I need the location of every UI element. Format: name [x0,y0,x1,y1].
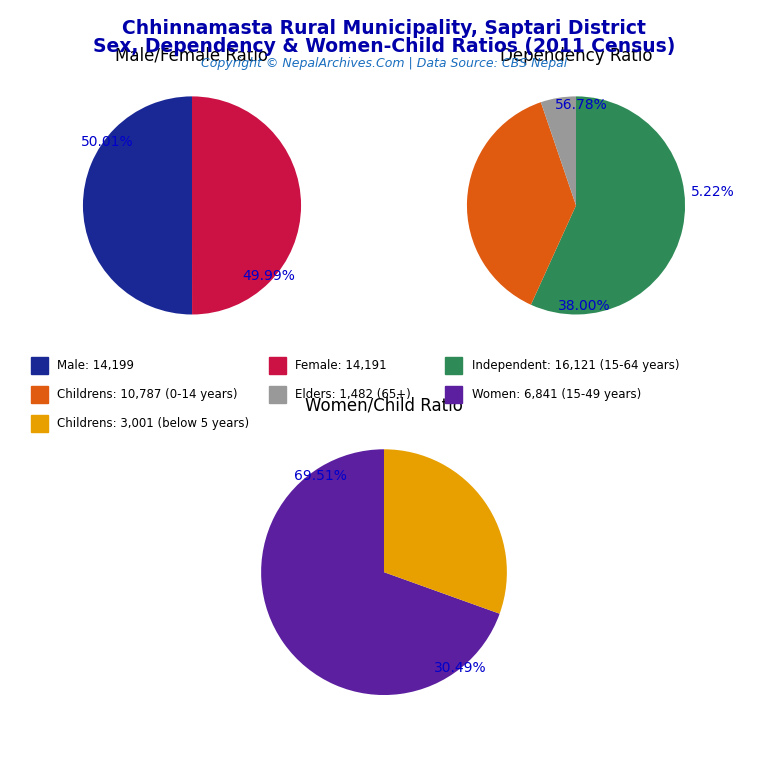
Text: Sex, Dependency & Women-Child Ratios (2011 Census): Sex, Dependency & Women-Child Ratios (20… [93,37,675,56]
Wedge shape [83,97,192,314]
Text: Childrens: 10,787 (0-14 years): Childrens: 10,787 (0-14 years) [57,389,237,401]
Text: Chhinnamasta Rural Municipality, Saptari District: Chhinnamasta Rural Municipality, Saptari… [122,19,646,38]
Text: Women: 6,841 (15-49 years): Women: 6,841 (15-49 years) [472,389,641,401]
Text: Male: 14,199: Male: 14,199 [57,359,134,372]
Text: Copyright © NepalArchives.Com | Data Source: CBS Nepal: Copyright © NepalArchives.Com | Data Sou… [201,57,567,70]
Text: 69.51%: 69.51% [293,469,346,483]
Title: Dependency Ratio: Dependency Ratio [500,47,652,65]
Text: 49.99%: 49.99% [242,270,295,283]
Text: 5.22%: 5.22% [690,185,734,200]
Text: 56.78%: 56.78% [555,98,607,112]
Wedge shape [467,102,576,305]
Text: 38.00%: 38.00% [558,299,611,313]
Text: Independent: 16,121 (15-64 years): Independent: 16,121 (15-64 years) [472,359,679,372]
Wedge shape [531,97,685,315]
Text: Childrens: 3,001 (below 5 years): Childrens: 3,001 (below 5 years) [57,418,249,430]
Title: Women/Child Ratio: Women/Child Ratio [305,396,463,414]
Text: 30.49%: 30.49% [434,661,486,675]
Wedge shape [384,449,507,614]
Text: Female: 14,191: Female: 14,191 [295,359,386,372]
Wedge shape [261,449,500,695]
Wedge shape [541,97,576,206]
Text: 50.01%: 50.01% [81,135,134,149]
Title: Male/Female Ratio: Male/Female Ratio [115,47,269,65]
Wedge shape [192,97,301,314]
Text: Elders: 1,482 (65+): Elders: 1,482 (65+) [295,389,411,401]
